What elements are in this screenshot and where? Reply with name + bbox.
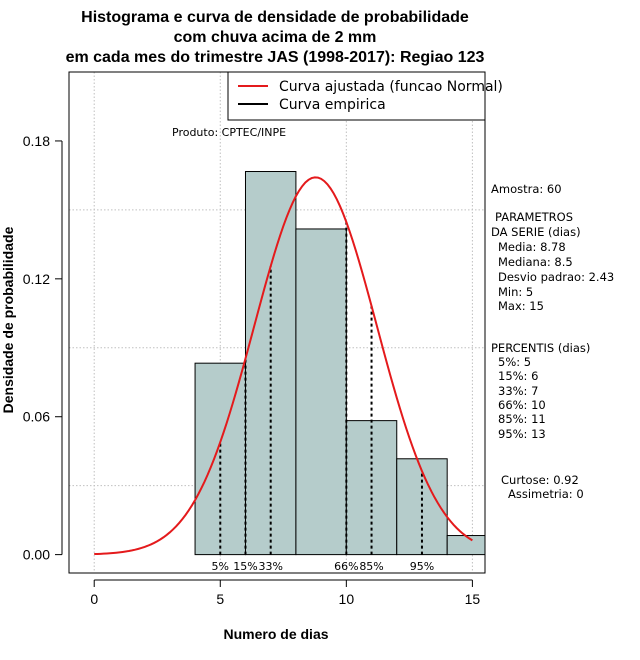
percentile-label-1: 15%	[233, 560, 257, 573]
product-label: Produto: CPTEC/INPE	[172, 126, 286, 139]
y-tick-label-2: 0.12	[23, 271, 50, 287]
histogram-bars	[194, 171, 486, 556]
y-tick-label-1: 0.06	[23, 409, 50, 425]
y-axis: 0.00 0.06 0.12 0.18	[23, 133, 63, 563]
y-tick-label-0: 0.00	[23, 547, 50, 563]
legend-box	[227, 71, 486, 121]
histogram-bar-0	[194, 362, 246, 556]
param-mean: Media: 8.78	[498, 240, 566, 254]
params-title: PARAMETROS	[495, 210, 573, 224]
x-tick-label-0: 0	[90, 591, 98, 607]
percentile-15: 15%: 6	[498, 369, 538, 383]
percentile-95: 95%: 13	[498, 427, 546, 441]
legend-label-fitted: Curva ajustada (funcao Normal)	[279, 79, 503, 95]
kurtosis: Curtose: 0.92	[501, 473, 579, 487]
percentile-5: 5%: 5	[498, 355, 531, 369]
x-tick-label-2: 10	[339, 591, 355, 607]
x-axis: 0 5 10 15	[90, 579, 481, 607]
percentile-85: 85%: 11	[498, 412, 546, 426]
percentiles-title: PERCENTIS (dias)	[491, 341, 590, 355]
normal-curve	[94, 176, 473, 556]
y-tick-label-3: 0.18	[23, 133, 50, 149]
statistics-panel: Amostra: 60 PARAMETROS DA SERIE (dias) M…	[491, 182, 614, 501]
chart-title-line-1: Histograma e curva de densidade de proba…	[81, 9, 469, 26]
x-tick-label-1: 5	[216, 591, 224, 607]
chart-title-line-3: em cada mes do trimestre JAS (1998-2017)…	[66, 49, 485, 66]
legend: Curva ajustada (funcao Normal) Curva emp…	[227, 71, 503, 121]
histogram-bar-2	[295, 228, 347, 556]
histogram-bar-5	[446, 535, 486, 556]
x-axis-label: Numero de dias	[223, 626, 328, 642]
histogram-bar-1	[244, 171, 297, 556]
skewness: Assimetria: 0	[508, 487, 584, 501]
percentile-label-5: 95%	[410, 560, 434, 573]
sample-size: Amostra: 60	[491, 182, 562, 196]
params-subtitle: DA SERIE (dias)	[491, 225, 581, 239]
chart-title-line-2: com chuva acima de 2 mm	[174, 29, 377, 46]
percentile-33: 33%: 7	[498, 384, 538, 398]
percentile-66: 66%: 10	[498, 398, 546, 412]
percentile-label-3: 66%	[334, 560, 358, 573]
param-min: Min: 5	[498, 285, 533, 299]
y-axis-label: Densidade de probabilidade	[0, 226, 16, 413]
percentile-lines	[219, 221, 423, 555]
percentile-labels: 5% 15% 33% 66% 85% 95%	[212, 560, 435, 573]
param-sd: Desvio padrao: 2.43	[498, 270, 614, 284]
legend-label-empirical: Curva empirica	[279, 97, 386, 113]
percentile-label-2: 33%	[258, 560, 282, 573]
x-tick-label-3: 15	[465, 591, 481, 607]
param-max: Max: 15	[498, 299, 544, 313]
percentile-label-4: 85%	[359, 560, 383, 573]
param-median: Mediana: 8.5	[498, 255, 573, 269]
percentile-label-0: 5%	[212, 560, 229, 573]
